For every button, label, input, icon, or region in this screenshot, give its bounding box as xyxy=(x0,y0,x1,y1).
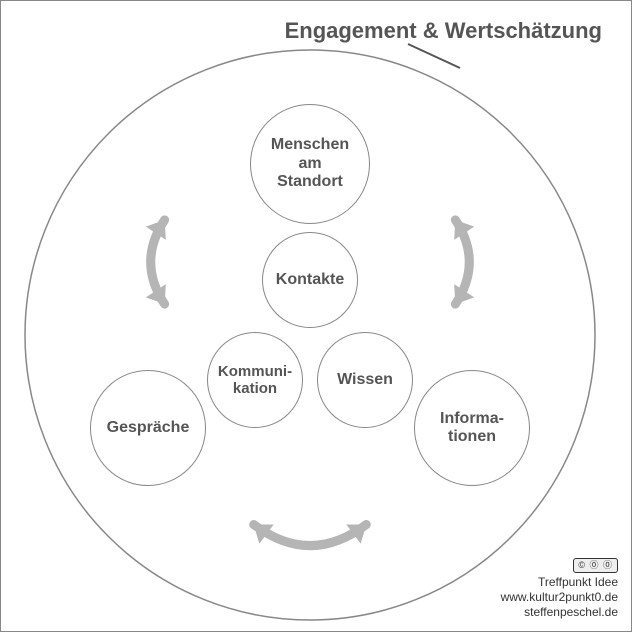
credit-line-3: steffenpeschel.de xyxy=(524,605,618,619)
title-leader-line xyxy=(408,44,460,68)
credits-block: © ⓪ ⓪ Treffpunkt Idee www.kultur2punkt0.… xyxy=(501,557,618,620)
node-label: Wissen xyxy=(337,371,393,389)
credit-line-1: Treffpunkt Idee xyxy=(538,575,618,589)
node-gespraeche: Gespräche xyxy=(90,370,206,486)
node-kommunikation: Kommuni-kation xyxy=(207,332,303,428)
node-informationen: Informa-tionen xyxy=(414,370,530,486)
node-menschen: MenschenamStandort xyxy=(250,104,370,224)
node-label: Kontakte xyxy=(276,271,344,289)
node-kontakte: Kontakte xyxy=(262,232,358,328)
node-label: Kommuni-kation xyxy=(218,363,292,398)
node-label: Informa-tionen xyxy=(440,410,504,447)
node-label: Gespräche xyxy=(107,419,190,437)
cc-badge-icon: © ⓪ ⓪ xyxy=(573,558,618,573)
node-label: MenschenamStandort xyxy=(271,136,349,191)
node-wissen: Wissen xyxy=(317,332,413,428)
credit-line-2: www.kultur2punkt0.de xyxy=(501,590,618,604)
